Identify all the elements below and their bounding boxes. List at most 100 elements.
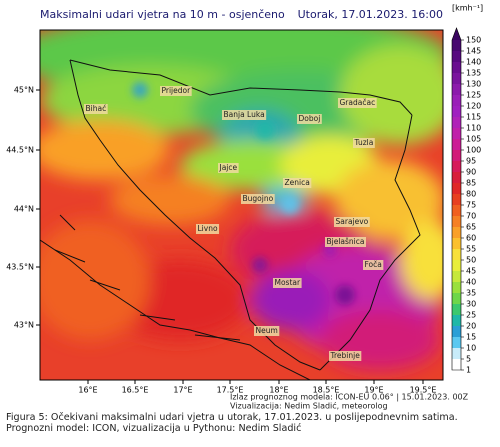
city-label: Mostar bbox=[275, 278, 302, 287]
lon-label: 17.5°E bbox=[217, 386, 244, 395]
colorbar-tick-label: 65 bbox=[466, 223, 476, 232]
colorbar-segment bbox=[452, 359, 461, 370]
colorbar-tick-label: 70 bbox=[466, 212, 476, 221]
city-label-bg bbox=[254, 326, 280, 336]
colorbar-tick-label: 90 bbox=[466, 168, 476, 177]
wind-field: Prijedor Bihać Banja Luka Doboj Gradačac Tuzl… bbox=[40, 30, 443, 380]
colorbar-segment bbox=[452, 282, 461, 293]
colorbar-outline bbox=[451, 27, 462, 371]
colorbar-tick-label: 10 bbox=[466, 344, 476, 353]
city-label-bg bbox=[363, 260, 384, 270]
lon-label: 19°E bbox=[364, 386, 383, 395]
city-label: Bugojno bbox=[243, 194, 274, 203]
colorbar-segment bbox=[452, 260, 461, 271]
city-label: Tuzla bbox=[354, 138, 374, 147]
colorbar-tick-label: 25 bbox=[466, 311, 476, 320]
city-label: Gradačac bbox=[340, 98, 376, 107]
colorbar-tick-label: 100 bbox=[466, 146, 481, 155]
colorbar-segment bbox=[452, 161, 461, 172]
credit: Vizualizacija: Nedim Sladić, meteorolog bbox=[230, 401, 388, 411]
city-label-bg bbox=[334, 217, 370, 227]
colorbar-segment bbox=[452, 106, 461, 117]
colorbar-segment bbox=[452, 194, 461, 205]
colorbar-segment bbox=[452, 150, 461, 161]
city-label: Neum bbox=[256, 326, 278, 335]
colorbar-tick-label: 115 bbox=[466, 113, 481, 122]
colorbar-tick-label: 60 bbox=[466, 234, 476, 243]
colorbar-tick-label: 120 bbox=[466, 102, 481, 111]
colorbar-tick-label: 105 bbox=[466, 135, 481, 144]
colorbar-tick-label: 150 bbox=[466, 36, 481, 45]
colorbar-segment bbox=[452, 227, 461, 238]
city-label: Sarajevo bbox=[336, 217, 369, 226]
colorbar-tick-label: 80 bbox=[466, 190, 476, 199]
city-label: Jajce bbox=[219, 163, 238, 172]
city-label-bg bbox=[160, 86, 192, 96]
city-label-bg bbox=[338, 98, 377, 108]
colorbar-tick-label: 130 bbox=[466, 80, 481, 89]
colorbar-tick-label: 95 bbox=[466, 157, 476, 166]
city-label-bg bbox=[84, 104, 108, 114]
city-label-bg bbox=[222, 110, 267, 120]
borders bbox=[40, 59, 421, 380]
colorbar-segment bbox=[452, 183, 461, 194]
colorbar-tick-label: 45 bbox=[466, 267, 476, 276]
colorbar-tick-label: 50 bbox=[466, 256, 476, 265]
colorbar-segment bbox=[452, 139, 461, 150]
colorbar-segment bbox=[452, 348, 461, 359]
colorbar-tick-label: 5 bbox=[466, 355, 471, 364]
colorbar-tick-label: 145 bbox=[466, 47, 481, 56]
colorbar-tick-label: 125 bbox=[466, 91, 481, 100]
colorbar-tick-label: 20 bbox=[466, 322, 476, 331]
city-label: Bihać bbox=[86, 104, 107, 113]
lon-label: 16°E bbox=[78, 386, 97, 395]
colorbar-tick-label: 15 bbox=[466, 333, 476, 342]
city-label-bg bbox=[218, 163, 239, 173]
colorbar-extend bbox=[452, 28, 461, 40]
colorbar-segment bbox=[452, 40, 461, 51]
colorbar-segment bbox=[452, 315, 461, 326]
colorbar-tick-label: 110 bbox=[466, 124, 481, 133]
city-label: Livno bbox=[198, 224, 218, 233]
city-label-bg bbox=[353, 138, 375, 148]
lat-label: 44°N bbox=[14, 205, 34, 214]
colorbar-tick-label: 1 bbox=[466, 366, 471, 375]
city-label: Prijedor bbox=[162, 86, 192, 95]
colorbar-segment bbox=[452, 73, 461, 84]
colorbar-segment bbox=[452, 337, 461, 348]
city-label: Zenica bbox=[285, 178, 310, 187]
colorbar-tick-label: 55 bbox=[466, 245, 476, 254]
colorbar-tick-label: 85 bbox=[466, 179, 476, 188]
city-label: Bjelašnica bbox=[327, 237, 365, 246]
map-figure: Maksimalni udari vjetra na 10 m - osjenč… bbox=[6, 4, 483, 411]
lon-label: 16.5°E bbox=[122, 386, 149, 395]
colorbar-segment bbox=[452, 271, 461, 282]
colorbar-segment bbox=[452, 304, 461, 315]
city-label-bg bbox=[297, 114, 322, 124]
caption: Figura 5: Očekivani maksimalni udari vje… bbox=[6, 412, 458, 434]
lat-label: 43.5°N bbox=[6, 263, 34, 272]
colorbar-unit: [kmh⁻¹] bbox=[452, 4, 483, 13]
city-label-bg bbox=[325, 237, 366, 247]
colorbar-segment bbox=[452, 238, 461, 249]
city-label-bg bbox=[273, 278, 302, 288]
lat-label: 43°N bbox=[14, 321, 34, 330]
colorbar-segment bbox=[452, 117, 461, 128]
lat-label: 45°N bbox=[14, 86, 34, 95]
title: Maksimalni udari vjetra na 10 m - osjenč… bbox=[40, 8, 285, 21]
colorbar-segment bbox=[452, 62, 461, 73]
lon-label: 19.5°E bbox=[410, 386, 437, 395]
date: Utorak, 17.01.2023. 16:00 bbox=[298, 8, 443, 21]
colorbar-segment bbox=[452, 216, 461, 227]
city-label: Trebinje bbox=[330, 351, 361, 360]
colorbar-tick-label: 135 bbox=[466, 69, 481, 78]
colorbar-segment bbox=[452, 84, 461, 95]
colorbar-tick-label: 30 bbox=[466, 300, 476, 309]
city-label: Banja Luka bbox=[224, 110, 265, 119]
colorbar-segment bbox=[452, 51, 461, 62]
city-label-bg bbox=[241, 194, 275, 204]
city-label-bg bbox=[329, 351, 362, 361]
colorbar-tick-label: 140 bbox=[466, 58, 481, 67]
city-label: Doboj bbox=[299, 114, 321, 123]
